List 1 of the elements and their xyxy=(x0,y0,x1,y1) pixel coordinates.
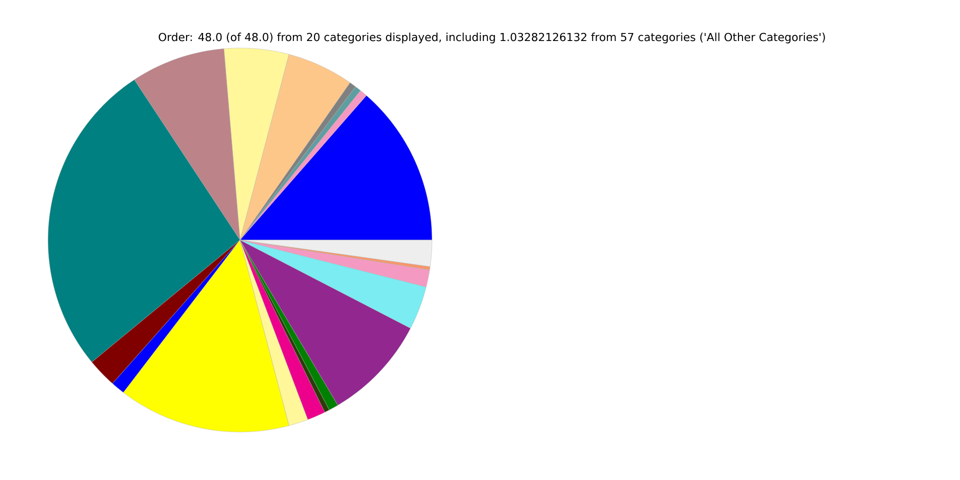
text: Order: 48.0 (of 48.0) from 20 categories displayed, including 1.03282126132 from 57 categories ('All Other Categories') xyxy=(158,32,825,44)
